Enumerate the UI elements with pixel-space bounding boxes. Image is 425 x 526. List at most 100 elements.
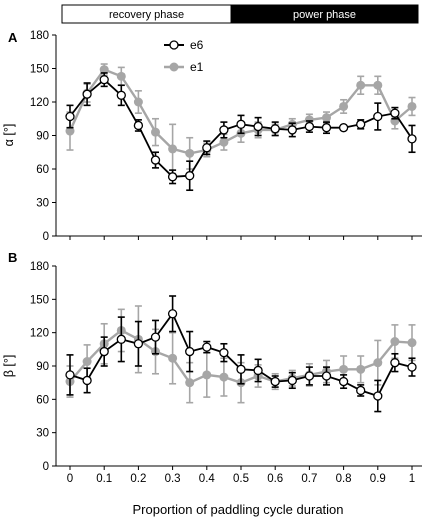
- data-point-e6: [390, 108, 400, 118]
- data-point-e1: [373, 358, 383, 368]
- y-tick-label-b: 0: [43, 461, 49, 473]
- data-point-e6: [65, 370, 75, 380]
- data-point-e1: [65, 126, 75, 136]
- data-point-e6: [356, 119, 366, 129]
- data-point-e1: [322, 113, 331, 123]
- data-point-e1: [82, 357, 92, 367]
- data-point-e6: [116, 334, 126, 344]
- data-point-e1: [116, 71, 126, 81]
- data-point-e6: [99, 346, 109, 357]
- panel-label-b: B: [8, 250, 17, 265]
- phase-bar: recovery phase power phase: [61, 4, 419, 24]
- data-point-e1: [356, 80, 366, 90]
- legend-marker-e6: [169, 40, 179, 50]
- y-tick-label-a: 120: [30, 97, 49, 109]
- data-point-e6: [287, 375, 297, 386]
- data-point-e1: [304, 115, 314, 125]
- panel-label-a: A: [8, 30, 18, 45]
- data-point-e6: [219, 125, 229, 135]
- data-point-e6: [82, 89, 92, 99]
- data-point-e6: [150, 155, 161, 165]
- data-point-e6: [185, 171, 195, 181]
- y-axis-label-b: β [°]: [2, 355, 16, 378]
- legend-marker-e1: [169, 62, 179, 72]
- legend: e6 e1: [164, 38, 204, 74]
- data-point-e6: [321, 371, 332, 381]
- data-point-e1: [168, 353, 178, 363]
- legend-label-e1: e1: [190, 60, 204, 74]
- x-tick-label-b: 1: [409, 473, 415, 485]
- data-point-e1: [151, 127, 160, 137]
- data-point-e6: [253, 365, 263, 376]
- data-point-e6: [390, 358, 400, 368]
- x-tick-label-b: 0.7: [301, 473, 317, 485]
- data-point-e6: [99, 75, 109, 85]
- series-e6-b: [65, 295, 417, 413]
- data-point-e6: [321, 123, 332, 133]
- x-tick-label-b: 0.4: [199, 473, 216, 485]
- data-point-e6: [167, 172, 178, 182]
- legend-label-e6: e6: [190, 38, 204, 52]
- data-point-e6: [82, 375, 92, 386]
- data-point-e1: [339, 364, 349, 374]
- data-point-e1: [99, 65, 109, 75]
- series-e6-a: [65, 72, 417, 192]
- data-point-e6: [270, 124, 280, 134]
- data-point-e6: [407, 362, 417, 372]
- data-point-e1: [356, 364, 366, 374]
- y-tick-label-a: 180: [30, 30, 49, 42]
- data-point-e6: [133, 120, 144, 131]
- recovery-phase-label: recovery phase: [109, 9, 184, 21]
- y-tick-label-b: 90: [36, 361, 49, 373]
- y-tick-label-a: 150: [30, 64, 49, 76]
- y-axis-label-a: α [°]: [2, 124, 16, 147]
- x-tick-label-b: 0.1: [96, 473, 112, 485]
- data-point-e6: [373, 391, 383, 401]
- y-tick-label-b: 30: [36, 428, 49, 440]
- data-point-e6: [150, 332, 161, 342]
- y-tick-label-b: 60: [36, 394, 49, 406]
- power-phase-label: power phase: [293, 9, 356, 21]
- data-point-e6: [253, 121, 263, 132]
- x-axis-label: Proportion of paddling cycle duration: [132, 502, 343, 517]
- data-point-e1: [339, 101, 349, 111]
- data-point-e6: [236, 364, 246, 374]
- data-point-e1: [407, 338, 417, 348]
- y-tick-label-b: 180: [30, 261, 49, 273]
- data-point-e6: [65, 111, 75, 122]
- data-point-e6: [236, 119, 246, 129]
- y-tick-label-a: 0: [43, 231, 49, 243]
- chart-panel-a: A α [°] 030609012015018000.10.20.30.40.5…: [2, 30, 422, 243]
- series-e1-a: [65, 63, 417, 175]
- data-point-e6: [373, 111, 383, 122]
- data-point-e6: [407, 134, 417, 144]
- data-point-e6: [116, 90, 126, 100]
- y-tick-label-a: 60: [36, 164, 49, 176]
- x-tick-label-b: 0.2: [130, 473, 146, 485]
- data-point-e6: [287, 125, 297, 135]
- data-point-e6: [202, 143, 212, 153]
- data-point-e6: [219, 348, 229, 358]
- x-tick-label-b: 0.8: [336, 473, 352, 485]
- data-point-e6: [304, 121, 315, 132]
- data-point-e6: [185, 346, 195, 357]
- y-tick-label-a: 30: [36, 198, 49, 210]
- x-tick-label-b: 0.6: [267, 473, 283, 485]
- data-point-e1: [202, 370, 212, 380]
- data-point-e1: [407, 101, 417, 111]
- data-point-e1: [185, 148, 195, 158]
- data-point-e6: [338, 123, 349, 133]
- x-tick-label-b: 0.9: [370, 473, 386, 485]
- data-point-e1: [168, 144, 178, 154]
- x-tick-label-b: 0.3: [165, 473, 181, 485]
- y-tick-label-a: 90: [36, 131, 49, 143]
- data-point-e6: [338, 376, 349, 387]
- chart-panel-b: B β [°] 0 30 60 90 120 150 180 0 0.1 0.2 0.3 0.4 0.5…: [2, 250, 422, 485]
- data-point-e6: [167, 309, 178, 319]
- x-tick-label-b: 0: [67, 473, 73, 485]
- data-point-e1: [219, 372, 229, 382]
- data-point-e6: [356, 385, 366, 396]
- y-tick-label-b: 120: [30, 328, 49, 340]
- y-tick-label-b: 150: [30, 294, 49, 306]
- x-tick-label-b: 0.5: [233, 473, 249, 485]
